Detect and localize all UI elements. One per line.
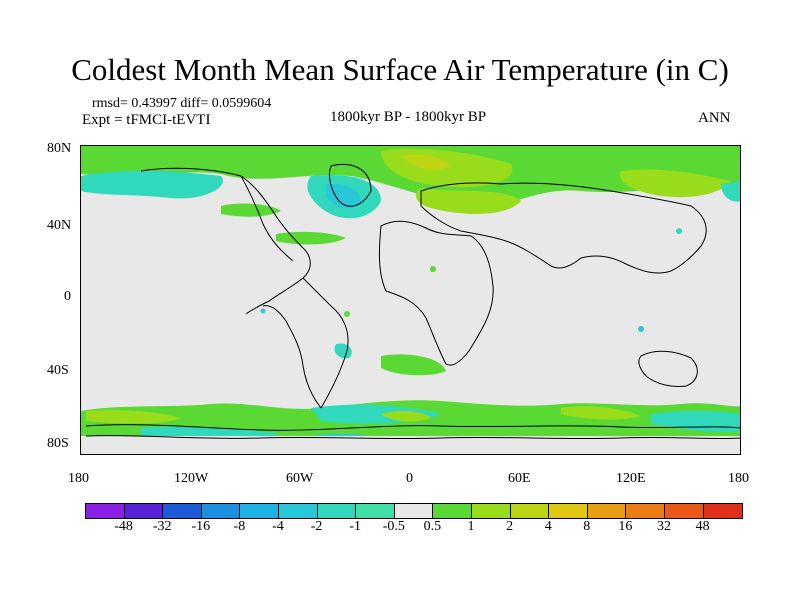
colorbar-swatch	[549, 504, 588, 518]
lon-tick-120w: 120W	[174, 471, 209, 486]
colorbar-label: 4	[544, 519, 552, 534]
stats-label: rmsd= 0.43997 diff= 0.0599604	[92, 96, 272, 111]
lon-tick-120e: 120E	[616, 471, 646, 486]
colorbar-swatch	[201, 504, 241, 518]
lat-tick-80s: 80S	[47, 436, 69, 451]
season-label: ANN	[698, 110, 731, 126]
colorbar-swatch	[664, 504, 704, 518]
lat-tick-80n: 80N	[47, 141, 72, 156]
colorbar-swatch	[433, 504, 472, 518]
lon-tick-60e: 60E	[508, 471, 531, 486]
lon-tick-180w: 180	[68, 471, 89, 486]
colorbar-swatch	[587, 504, 627, 518]
period-label: 1800kyr BP - 1800kyr BP	[330, 109, 487, 125]
lat-tick-40n: 40N	[47, 218, 72, 233]
colorbar-label: -48	[114, 519, 133, 534]
colorbar-swatch	[626, 504, 665, 518]
colorbar-label: -4	[272, 519, 284, 534]
colorbar-label: 0.5	[423, 519, 442, 534]
colorbar-label: 8	[583, 519, 591, 534]
plot-title: Coldest Month Mean Surface Air Temperatu…	[71, 52, 729, 87]
colorbar-swatch	[278, 504, 318, 518]
colorbar-label: -2	[310, 519, 323, 534]
colorbar-swatch	[163, 504, 202, 518]
experiment-label: Expt = tFMCI-tEVTI	[82, 112, 211, 128]
colorbar-label: 2	[506, 519, 514, 534]
colorbar-swatch	[394, 504, 434, 518]
colorbar-swatch	[240, 504, 279, 518]
colorbar-swatch	[703, 504, 743, 518]
lon-tick-60w: 60W	[286, 471, 314, 486]
colorbar-label: -16	[191, 519, 211, 534]
lat-tick-40s: 40S	[47, 363, 69, 378]
colorbar-swatch	[124, 504, 164, 518]
colorbar-label: -1	[349, 519, 362, 534]
colorbar-label: -0.5	[382, 519, 405, 534]
colorbar-swatch	[317, 504, 357, 518]
temperature-map	[81, 146, 740, 454]
lon-tick-0: 0	[406, 471, 413, 486]
colorbar-label: -32	[152, 519, 172, 534]
colorbar-swatch	[471, 504, 511, 518]
colorbar-label: 32	[657, 519, 671, 534]
lon-tick-180e: 180	[728, 471, 749, 486]
colorbar-label: 16	[618, 519, 633, 534]
colorbar-swatch	[356, 504, 395, 518]
colorbar-label: -8	[233, 519, 246, 534]
colorbar-swatch	[86, 504, 125, 518]
colorbar-label: 1	[467, 519, 475, 534]
lat-tick-0: 0	[64, 289, 71, 304]
colorbar	[85, 503, 744, 519]
map-panel	[80, 145, 741, 455]
colorbar-label: 48	[695, 519, 710, 534]
colorbar-swatch	[510, 504, 550, 518]
